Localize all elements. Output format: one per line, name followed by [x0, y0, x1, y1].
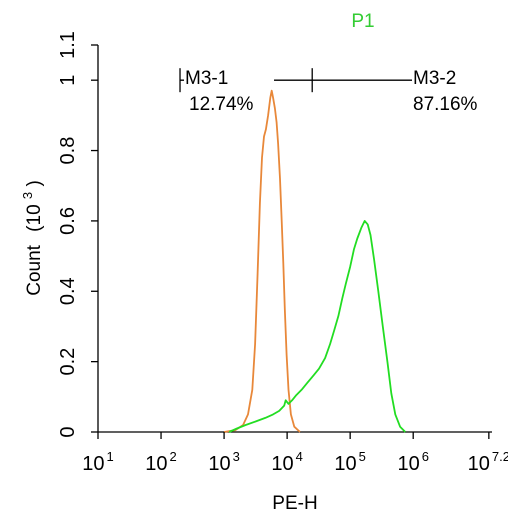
- gate-name: M3-1: [185, 68, 228, 89]
- x-tick-label-exp: 1: [107, 449, 114, 464]
- gate-label-bg: [184, 65, 275, 87]
- x-tick-label: 10 2: [145, 449, 176, 475]
- x-tick-label-base: 10: [145, 453, 167, 475]
- gate-name: M3-2: [413, 68, 456, 89]
- x-tick-label-exp: 2: [170, 449, 177, 464]
- x-tick-label-base: 10: [397, 453, 419, 475]
- x-tick-label: 10 6: [397, 449, 428, 475]
- y-tick-label: 0.6: [57, 207, 79, 235]
- y-tick-label: 1.1: [57, 31, 79, 59]
- x-tick-label: 10 3: [208, 449, 239, 475]
- gate-percent: 87.16%: [413, 94, 478, 115]
- x-axis-ticks: 10 1 10 2 10 3 10 4 10 5 10 6 10 7.2: [82, 432, 508, 475]
- gate-percent: 12.74%: [189, 94, 254, 115]
- y-axis-title: Count (10 3 ): [16, 180, 45, 296]
- y-tick-label: 0.2: [57, 348, 79, 376]
- x-tick-label: 10 1: [82, 449, 113, 475]
- chart-title: P1: [351, 11, 374, 32]
- y-tick-label: 0: [57, 426, 79, 437]
- y-tick-label: 0.8: [57, 137, 79, 165]
- y-axis-title-label: Count: [24, 244, 45, 295]
- plot-frame: [97, 45, 492, 433]
- x-tick-label: 10 4: [271, 449, 302, 475]
- y-axis-title-unit: (10: [24, 204, 45, 231]
- x-tick-label-exp: 6: [422, 449, 429, 464]
- y-tick-label: 1: [57, 75, 79, 86]
- series-layer: [223, 89, 406, 433]
- x-tick-label-exp: 3: [233, 449, 240, 464]
- x-tick-label-base: 10: [334, 453, 356, 475]
- y-axis-ticks: 0 0.2 0.4 0.6 0.8 1 1.1: [57, 31, 98, 438]
- y-axis-title-unit-exp: 3: [20, 192, 35, 199]
- histogram-series-line: [228, 220, 406, 433]
- x-tick-label-base: 10: [271, 453, 293, 475]
- x-tick-label-exp: 7.2: [492, 449, 508, 464]
- gate-label-bg: [412, 65, 492, 87]
- x-tick-label: 10 7.2: [468, 449, 508, 475]
- x-tick-label-base: 10: [208, 453, 230, 475]
- x-tick-label-base: 10: [468, 453, 490, 475]
- x-axis-title: PE-H: [272, 493, 317, 514]
- y-axis-title-unit-close: ): [24, 180, 45, 186]
- x-tick-label-exp: 4: [296, 449, 303, 464]
- gate-layer: M3-1 12.74% M3-2 87.16%: [179, 65, 492, 115]
- x-tick-label: 10 5: [334, 449, 365, 475]
- histogram-series-line: [223, 89, 301, 433]
- x-tick-label-exp: 5: [359, 449, 366, 464]
- y-tick-label: 0.4: [57, 277, 79, 305]
- x-tick-label-base: 10: [82, 453, 104, 475]
